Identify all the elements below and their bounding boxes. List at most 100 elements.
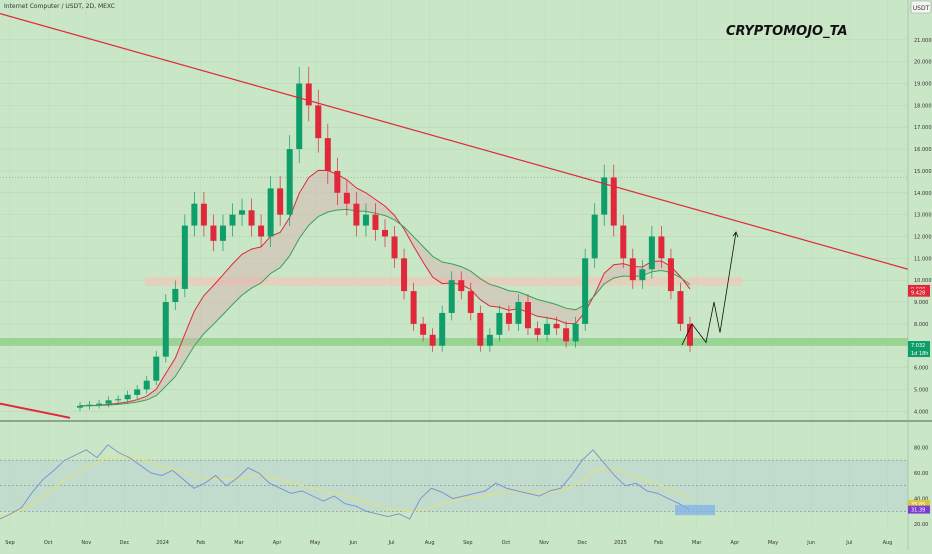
candle	[610, 164, 617, 237]
rsi-value-box	[908, 505, 930, 514]
candle	[410, 282, 417, 331]
rsi-panel	[0, 444, 908, 520]
time-tick-label: Aug	[425, 540, 435, 546]
candle-body	[210, 225, 217, 241]
symbol-header: Internet Computer / USDT, 2D, MEXC	[4, 3, 115, 10]
candle	[648, 225, 655, 279]
candle	[115, 395, 122, 405]
candle-body	[429, 334, 436, 346]
candle-body	[610, 177, 617, 226]
candle	[391, 225, 398, 268]
price-candles	[77, 66, 693, 412]
time-tick-label: Aug	[883, 540, 893, 546]
candle-body	[248, 210, 255, 226]
candle-body	[134, 389, 141, 395]
candle-body	[153, 356, 160, 381]
candle	[296, 66, 303, 164]
candle	[315, 89, 322, 153]
price-tick-label: 21.000	[914, 38, 932, 44]
candle	[191, 191, 198, 237]
candle-body	[229, 214, 236, 226]
candle-body	[77, 405, 83, 408]
candle-body	[334, 170, 341, 193]
rsi-line	[0, 444, 691, 520]
candle	[496, 305, 503, 342]
candle-body	[563, 328, 570, 342]
time-tick-label: Apr	[273, 540, 283, 546]
candle-body	[191, 203, 198, 226]
candle	[181, 214, 188, 298]
price-tick-label: 11.000	[914, 256, 932, 262]
candle-body	[277, 188, 284, 215]
candle-body	[629, 258, 636, 281]
candle-body	[372, 214, 379, 230]
time-tick-label: Oct	[502, 540, 511, 546]
candle-body	[324, 138, 331, 171]
candle-body	[124, 394, 131, 400]
price-label: 9.428	[911, 291, 925, 297]
candle-body	[343, 192, 350, 204]
rsi-target-box	[675, 504, 715, 516]
price-tick-label: 10.000	[914, 278, 932, 284]
candle	[210, 214, 217, 252]
candle	[105, 396, 112, 408]
candle-body	[362, 214, 369, 226]
candle	[153, 350, 160, 386]
candle	[96, 399, 103, 409]
price-tick-label: 17.000	[914, 125, 932, 131]
candle	[172, 280, 179, 310]
candle-body	[96, 403, 103, 405]
ema-ribbon	[0, 169, 691, 419]
time-tick-label: Feb	[196, 540, 205, 546]
candle-body	[315, 105, 322, 139]
candle	[267, 176, 274, 247]
price-zones	[0, 177, 908, 346]
time-tick-label: Dec	[577, 540, 587, 546]
candle	[429, 328, 436, 352]
candle-body	[572, 323, 579, 342]
support-zone	[0, 338, 908, 346]
resistance-zone	[145, 276, 742, 286]
time-tick-label: 2025	[614, 540, 627, 546]
candle	[343, 180, 350, 216]
candle-body	[620, 225, 627, 259]
price-tick-label: 16.000	[914, 147, 932, 153]
candle-body	[524, 302, 531, 329]
ema-long-line	[0, 402, 71, 419]
price-tick-label: 18.000	[914, 103, 932, 109]
candle	[601, 164, 608, 226]
candle	[277, 176, 284, 226]
candle	[563, 321, 570, 348]
candle-body	[286, 149, 293, 215]
candle	[553, 316, 560, 336]
candle-body	[639, 269, 646, 281]
candle	[534, 321, 541, 342]
time-tick-label: Oct	[44, 540, 53, 546]
candle-body	[181, 225, 188, 289]
price-tick-label: 8.000	[914, 322, 928, 328]
currency-badge[interactable]	[910, 0, 932, 14]
time-tick-label: Sep	[463, 540, 472, 546]
candle-body	[448, 280, 455, 313]
time-tick-label: Sep	[5, 540, 14, 546]
price-tick-label: 5.000	[914, 387, 928, 393]
candle-body	[86, 404, 93, 406]
candle	[134, 385, 141, 400]
candle	[591, 203, 598, 268]
candle	[334, 157, 341, 206]
candle-body	[534, 328, 541, 335]
projection-path	[681, 232, 737, 346]
candle	[439, 305, 446, 352]
candle	[467, 282, 474, 321]
candle-body	[258, 225, 265, 237]
candle-body	[391, 236, 398, 259]
candle-body	[305, 83, 312, 106]
rsi-value-label: 35.85	[911, 502, 925, 508]
candle	[505, 305, 512, 331]
candle	[143, 375, 150, 394]
time-tick-label: Apr	[731, 540, 741, 546]
candle	[86, 400, 93, 410]
